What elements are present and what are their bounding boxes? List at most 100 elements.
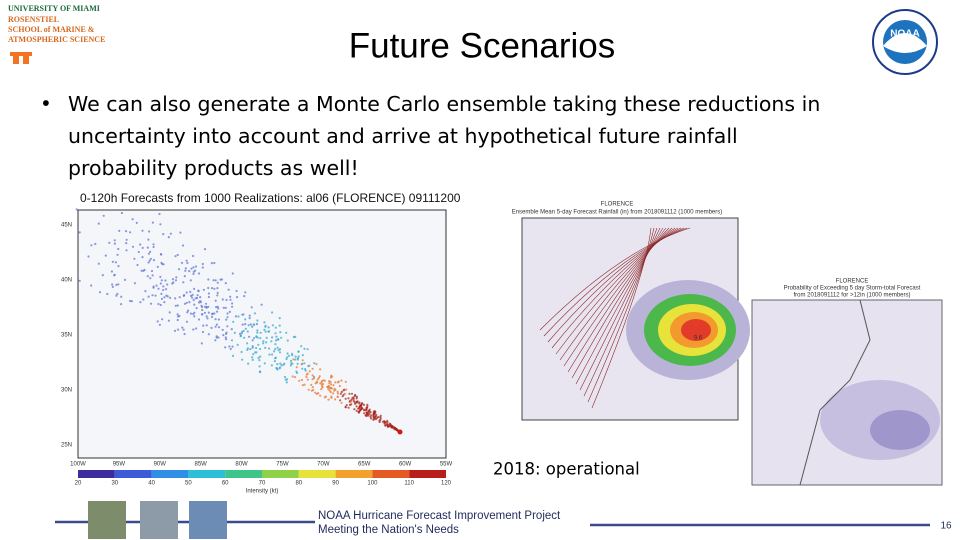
track-dot — [148, 230, 151, 233]
track-dot — [160, 292, 163, 295]
track-dot — [274, 348, 277, 351]
track-dot — [214, 339, 217, 342]
colorbar-cell — [298, 470, 336, 478]
track-dot — [124, 230, 128, 233]
track-dot — [311, 386, 314, 389]
track-dot — [308, 370, 311, 373]
track-dot — [217, 326, 221, 329]
storm-center — [397, 429, 403, 435]
track-dot — [295, 366, 298, 369]
track-line — [583, 227, 658, 397]
track-line — [579, 227, 661, 391]
track-dot — [334, 381, 337, 384]
track-dot — [246, 342, 249, 345]
track-dot — [347, 406, 350, 409]
logo-text: SCHOOL of MARINE & — [8, 25, 95, 34]
colorbar-tick: 80 — [295, 481, 302, 487]
track-dot — [303, 362, 306, 365]
track-dot — [365, 411, 368, 414]
colorbar-tick: 30 — [111, 481, 118, 487]
track-dot — [314, 382, 317, 385]
track-dot — [315, 363, 318, 366]
track-dot — [149, 302, 153, 305]
track-dot — [278, 324, 281, 327]
track-dot — [278, 348, 282, 351]
track-dot — [248, 317, 251, 320]
track-dot — [159, 303, 162, 307]
track-line — [547, 227, 685, 343]
track-dot — [117, 247, 120, 251]
track-dot — [177, 315, 180, 318]
track-dot — [201, 313, 204, 316]
track-dot — [291, 375, 294, 378]
track-dot — [340, 390, 343, 393]
track-dot — [129, 231, 132, 234]
lon-label: 80W — [235, 462, 248, 468]
logo-text: UNIVERSITY OF MIAMI — [8, 4, 100, 13]
track-dot — [236, 296, 239, 299]
track-dot — [182, 328, 185, 331]
track-dot — [374, 410, 377, 413]
track-line — [539, 227, 691, 331]
track-dot — [222, 334, 225, 337]
track-dot — [215, 323, 218, 326]
track-dot — [221, 298, 224, 301]
track-dot — [160, 253, 163, 256]
colorbar-tick: 70 — [259, 481, 266, 487]
track-dot — [197, 289, 200, 292]
track-dot — [336, 390, 339, 393]
track-dot — [184, 267, 187, 270]
colorbar-cell — [409, 470, 446, 478]
track-line — [543, 227, 688, 337]
track-dot — [162, 263, 165, 266]
track-dot — [333, 387, 336, 390]
track-line — [587, 227, 655, 403]
track-dot — [185, 291, 188, 294]
track-dot — [146, 246, 149, 249]
track-dot — [146, 275, 149, 278]
track-dot — [78, 279, 81, 282]
track-dot — [214, 318, 217, 321]
track-dot — [216, 281, 219, 284]
track-dot — [320, 381, 323, 384]
track-dot — [210, 287, 214, 290]
map-tracks — [75, 208, 403, 435]
track-dot — [219, 278, 222, 281]
track-dot — [189, 279, 192, 282]
track-dot — [90, 244, 93, 247]
track-dot — [274, 343, 277, 346]
track-dot — [249, 348, 252, 351]
figure-title: from 2018091112 for >12in (1000 members) — [793, 293, 910, 299]
track-dot — [97, 262, 100, 265]
track-dot — [125, 249, 128, 252]
track-dot — [189, 290, 192, 293]
track-dot — [131, 218, 134, 221]
track-dot — [164, 279, 167, 282]
track-dot — [355, 395, 358, 398]
lon-label: 60W — [399, 462, 412, 468]
track-dot — [289, 359, 293, 362]
track-dot — [237, 315, 240, 318]
track-dot — [152, 245, 155, 249]
track-dot — [155, 284, 158, 287]
track-dot — [307, 365, 310, 368]
track-dot — [117, 283, 120, 286]
track-dot — [192, 272, 195, 275]
track-dot — [115, 283, 118, 286]
bullet-line: probability products as well! — [68, 156, 359, 180]
figure-title: FLORENCE — [601, 202, 634, 208]
track-dot — [186, 311, 189, 314]
track-dot — [246, 330, 249, 333]
track-dot — [355, 405, 358, 408]
track-dot — [271, 336, 274, 339]
lon-label: 95W — [113, 462, 126, 468]
track-dot — [343, 392, 347, 395]
track-dot — [286, 339, 289, 342]
track-dot — [187, 309, 190, 312]
track-dot — [330, 374, 333, 377]
track-dot — [201, 330, 205, 334]
track-dot — [334, 398, 337, 401]
track-dot — [159, 275, 162, 278]
track-dot — [182, 294, 185, 297]
track-dot — [340, 379, 343, 382]
